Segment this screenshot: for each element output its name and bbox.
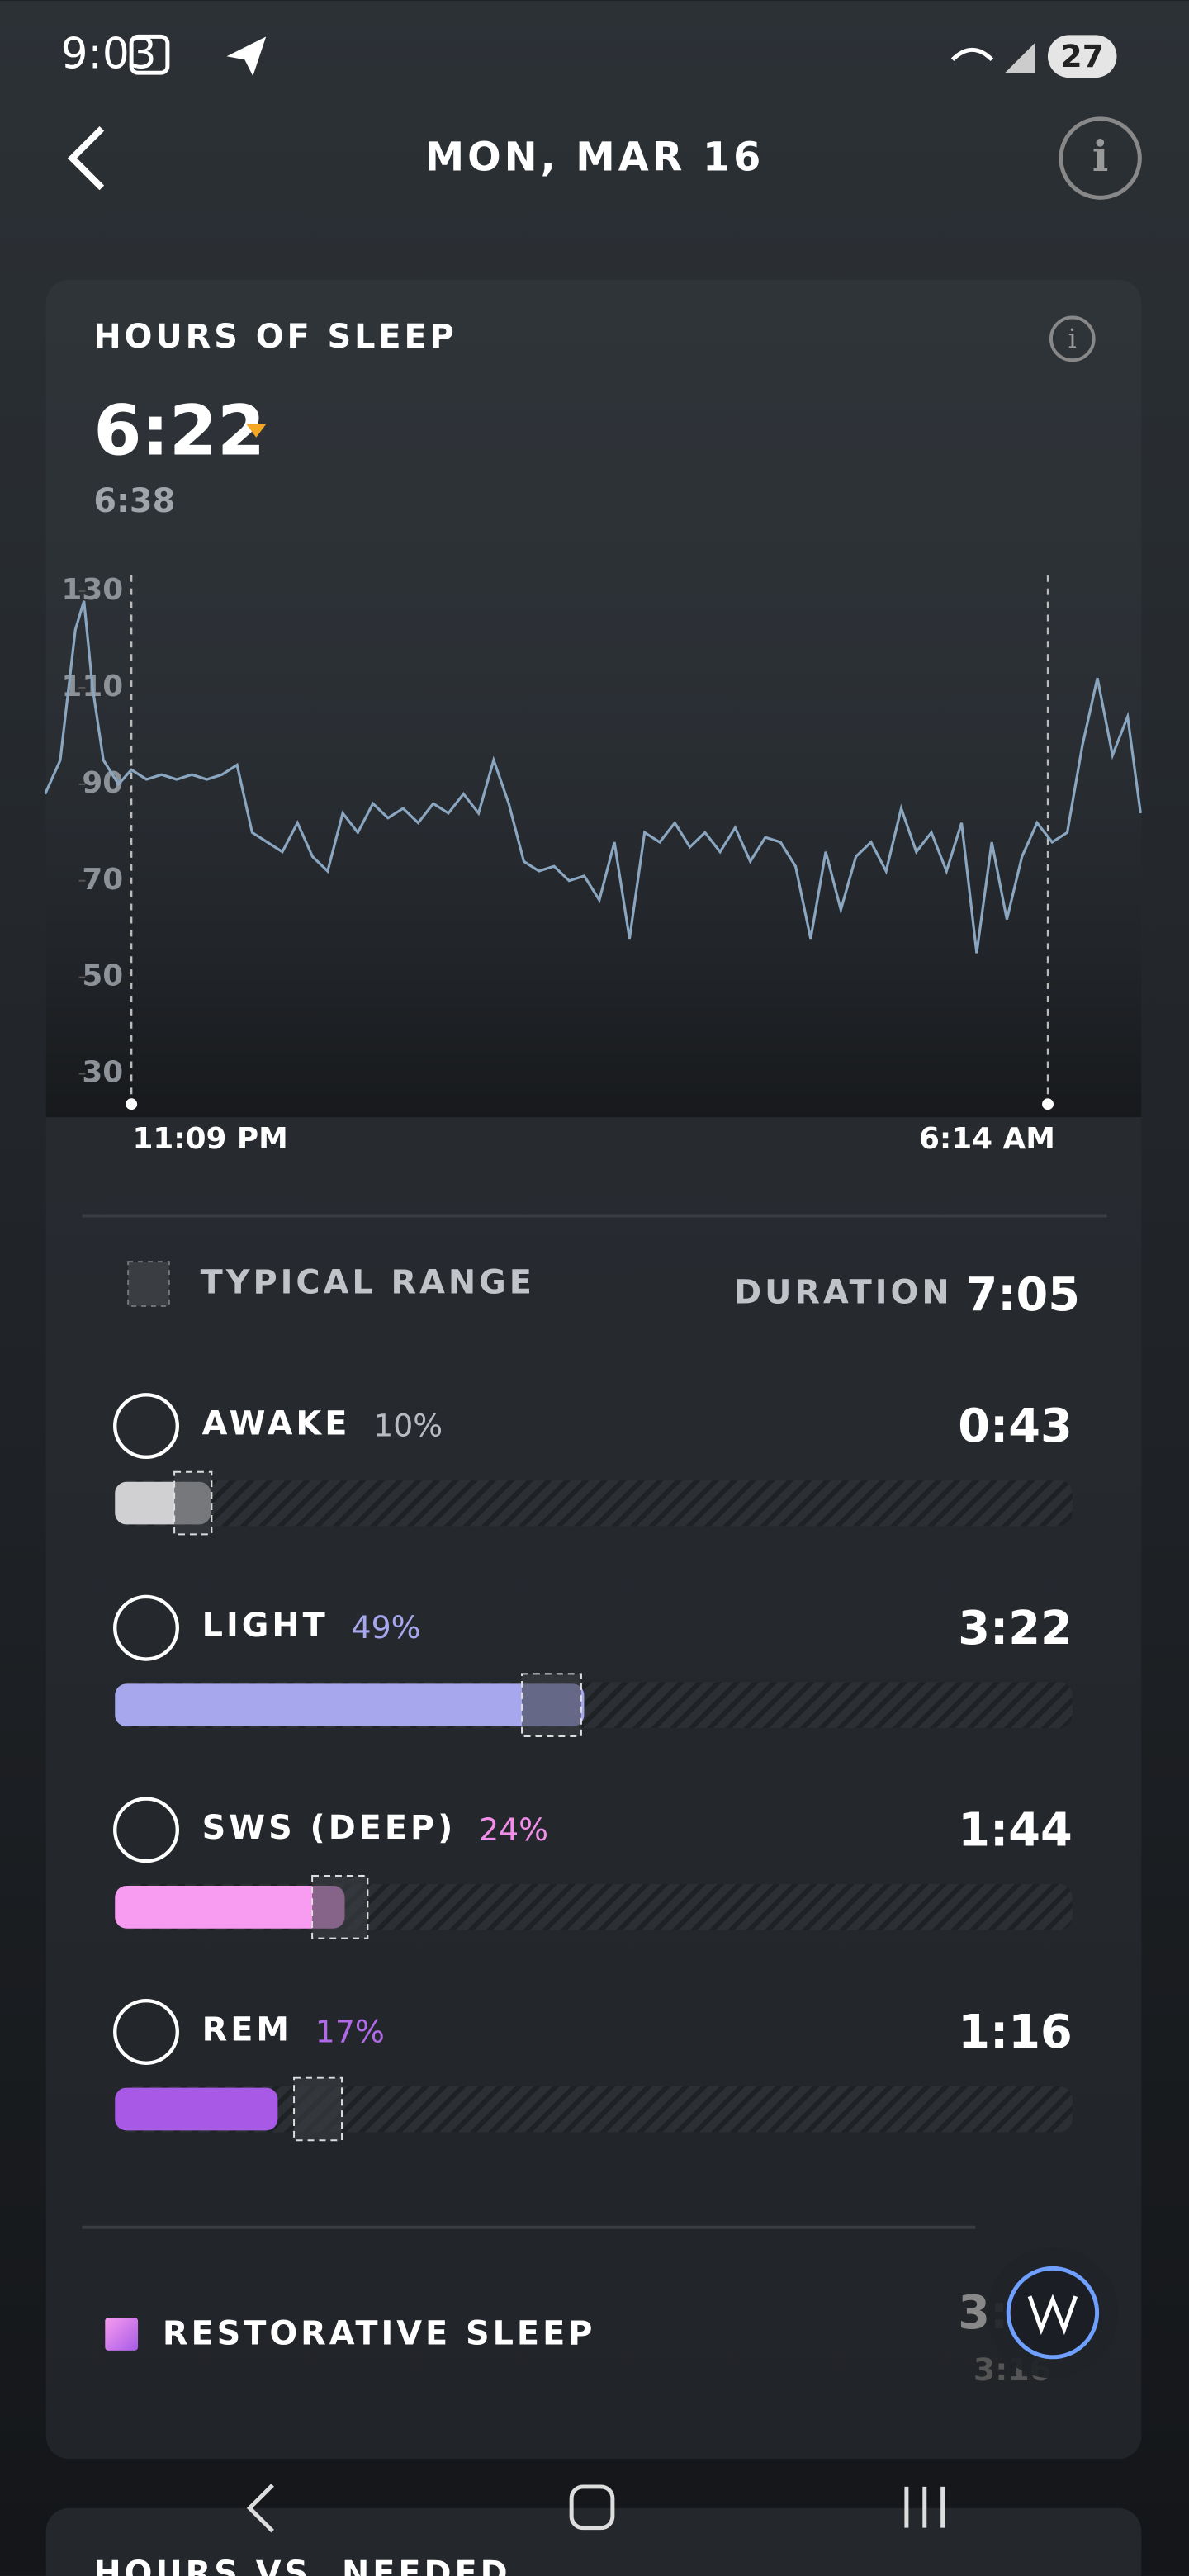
x-marker-dot	[126, 1098, 138, 1110]
typical-range-label: TYPICAL RANGE	[201, 1264, 535, 1302]
stage-duration: 1:44	[958, 1803, 1073, 1857]
stage-bar	[115, 1683, 585, 1727]
duration-label: DURATION	[734, 1273, 952, 1311]
stage-percent: 17%	[315, 2013, 385, 2049]
stage-track	[115, 1480, 1073, 1527]
stage-toggle[interactable]	[113, 1999, 179, 2065]
restorative-label: RESTORATIVE SLEEP	[163, 2314, 595, 2352]
y-tick-label: 130	[61, 573, 123, 607]
coach-button[interactable]	[1006, 2266, 1100, 2360]
chart-area	[45, 566, 1142, 1118]
sleep-hours: 6:22	[93, 391, 265, 471]
typical-range	[173, 1470, 213, 1536]
typical-range-icon	[127, 1261, 170, 1307]
stage-duration: 0:43	[958, 1399, 1073, 1453]
heart-rate-line	[44, 600, 1142, 954]
stage-toggle[interactable]	[113, 1393, 179, 1460]
stage-toggle[interactable]	[113, 1594, 179, 1661]
nav-home[interactable]	[569, 2484, 615, 2531]
stage-percent: 10%	[373, 1408, 443, 1444]
restorative-icon	[105, 2318, 139, 2351]
nav-recents[interactable]	[904, 2486, 945, 2528]
duration-value: 7:05	[966, 1268, 1081, 1322]
stage-percent: 24%	[479, 1811, 548, 1848]
typical-range	[521, 1673, 582, 1737]
y-tick-label: 70	[82, 863, 123, 897]
stage-name: LIGHT	[202, 1607, 329, 1645]
y-tick-label: 50	[82, 959, 123, 993]
typical-range	[311, 1875, 369, 1939]
battery	[1047, 35, 1117, 78]
info-button[interactable]	[1059, 116, 1142, 200]
battery-level: 27	[1060, 38, 1104, 74]
stage-bar	[115, 1885, 345, 1929]
stage-name: AWAKE	[202, 1405, 351, 1443]
next-card	[45, 2507, 1142, 2576]
info-glyph: i	[1092, 131, 1109, 182]
info-glyph: i	[1068, 323, 1077, 354]
stage-percent: 49%	[352, 1609, 421, 1646]
telegram-icon	[226, 36, 267, 77]
stage-duration: 1:16	[958, 2005, 1073, 2059]
stage-name: REM	[202, 2010, 292, 2048]
typical-range	[293, 2076, 343, 2142]
x-marker-dot	[1042, 1098, 1054, 1110]
wifi-icon	[950, 47, 994, 62]
sleep-need: 6:38	[93, 482, 175, 520]
stage-name: SWS (DEEP)	[202, 1809, 457, 1847]
nav-back[interactable]	[246, 2484, 274, 2533]
trend-arrow	[246, 424, 267, 438]
status-icon	[129, 34, 170, 75]
next-card-title: HOURS VS. NEEDED	[93, 2555, 510, 2576]
x-tick-label: 11:09 PM	[132, 1122, 287, 1156]
back-button[interactable]	[67, 125, 105, 191]
x-tick-label: 6:14 AM	[919, 1122, 1055, 1156]
card-title: HOURS OF SLEEP	[93, 318, 457, 356]
stage-toggle[interactable]	[113, 1797, 179, 1863]
stage-duration: 3:22	[958, 1602, 1073, 1655]
card-info[interactable]	[1049, 315, 1096, 362]
stage-track	[115, 2086, 1073, 2133]
header-title: MON, MAR 16	[425, 135, 765, 181]
stage-bar	[115, 2087, 278, 2131]
y-tick-label: 30	[82, 1056, 123, 1090]
signal-icon	[1005, 43, 1035, 73]
coach-logo	[1027, 2294, 1078, 2336]
